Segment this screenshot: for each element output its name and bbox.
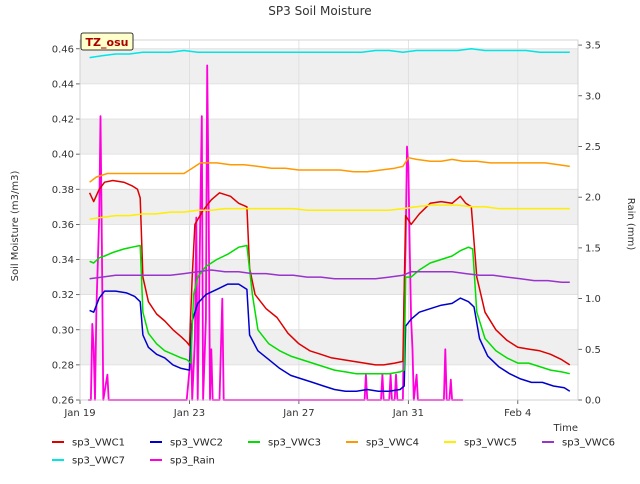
legend-item: sp3_VWC3 <box>248 438 321 449</box>
x-tick-label: Feb 4 <box>504 408 531 419</box>
series-line-sp3_VWC5 <box>89 204 570 220</box>
axes: 0.26 0.28 0.30 0.32 0.34 0.36 0.38 0.40 0.42 0.44… <box>52 39 601 419</box>
y-tick-label: 0.42 <box>52 115 74 126</box>
grid-band <box>80 329 578 365</box>
grid-band <box>80 48 578 84</box>
y-tick-label: 0.36 <box>52 220 74 231</box>
legend-item: sp3_VWC5 <box>444 438 517 449</box>
y2-tick-label: 1.0 <box>585 294 601 305</box>
y-tick-label: 0.26 <box>52 396 74 407</box>
y2-tick-label: 2.5 <box>585 142 601 153</box>
legend-label: sp3_VWC1 <box>72 438 125 449</box>
legend-label: sp3_VWC6 <box>562 438 615 449</box>
y-tick-label: 0.44 <box>52 79 74 90</box>
legend-label: sp3_VWC2 <box>170 438 223 449</box>
x-axis-title: Time <box>553 423 578 434</box>
y2-tick-label: 3.0 <box>585 91 601 102</box>
y2-tick-label: 2.0 <box>585 193 601 204</box>
y2-tick-label: 3.5 <box>585 41 601 52</box>
station-tag-label: TZ_osu <box>86 36 129 49</box>
series-line-sp3_VWC2 <box>89 283 571 392</box>
y-tick-label: 0.34 <box>52 255 74 266</box>
y-tick-label: 0.46 <box>52 44 74 55</box>
y-axis-title: Soil Moisture (m3/m3) <box>10 171 21 282</box>
legend-label: sp3_Rain <box>170 456 215 467</box>
legend-item: sp3_VWC1 <box>52 438 125 449</box>
legend-item: sp3_VWC7 <box>52 456 125 467</box>
y2-axis-title: Rain (mm) <box>625 198 636 251</box>
series-line-sp3_VWC7 <box>89 48 570 59</box>
x-tick-label: Jan 27 <box>282 408 314 419</box>
legend-label: sp3_VWC5 <box>464 438 517 449</box>
plot-background <box>80 40 578 400</box>
legend-label: sp3_VWC7 <box>72 456 125 467</box>
y-tick-label: 0.28 <box>52 360 74 371</box>
y2-tick-label: 0.5 <box>585 345 601 356</box>
series-line-sp3_VWC4 <box>89 156 570 183</box>
station-tag-box <box>80 32 134 51</box>
x-tick-label: Jan 19 <box>63 408 95 419</box>
series-line-sp3_VWC1 <box>88 179 571 366</box>
y2-tick-label: 1.5 <box>585 243 601 254</box>
legend-item: sp3_Rain <box>150 456 215 467</box>
legend-label: sp3_VWC4 <box>366 438 419 449</box>
series-line-sp3_VWC6 <box>89 269 570 284</box>
x-tick-label: Jan 31 <box>392 408 424 419</box>
series-line-sp3_VWC3 <box>89 244 570 375</box>
legend: sp3_VWC1 sp3_VWC2 sp3_VWC3 sp3_VWC4 sp3_VWC5… <box>52 438 615 467</box>
series-layer <box>88 48 571 401</box>
y-tick-label: 0.30 <box>52 325 74 336</box>
y-tick-label: 0.32 <box>52 290 74 301</box>
grid-band <box>80 259 578 295</box>
grid-band <box>80 189 578 225</box>
y2-tick-label: 0.0 <box>585 396 601 407</box>
y-tick-label: 0.40 <box>52 150 74 161</box>
legend-label: sp3_VWC3 <box>268 438 321 449</box>
chart-title: SP3 Soil Moisture <box>268 4 371 18</box>
y-tick-label: 0.38 <box>52 185 74 196</box>
legend-item: sp3_VWC6 <box>542 438 615 449</box>
x-tick-label: Jan 23 <box>173 408 205 419</box>
station-tag: TZ_osu <box>80 32 134 51</box>
legend-item: sp3_VWC2 <box>150 438 223 449</box>
plot-frame <box>79 39 579 401</box>
grid-band <box>80 119 578 155</box>
legend-item: sp3_VWC4 <box>346 438 419 449</box>
